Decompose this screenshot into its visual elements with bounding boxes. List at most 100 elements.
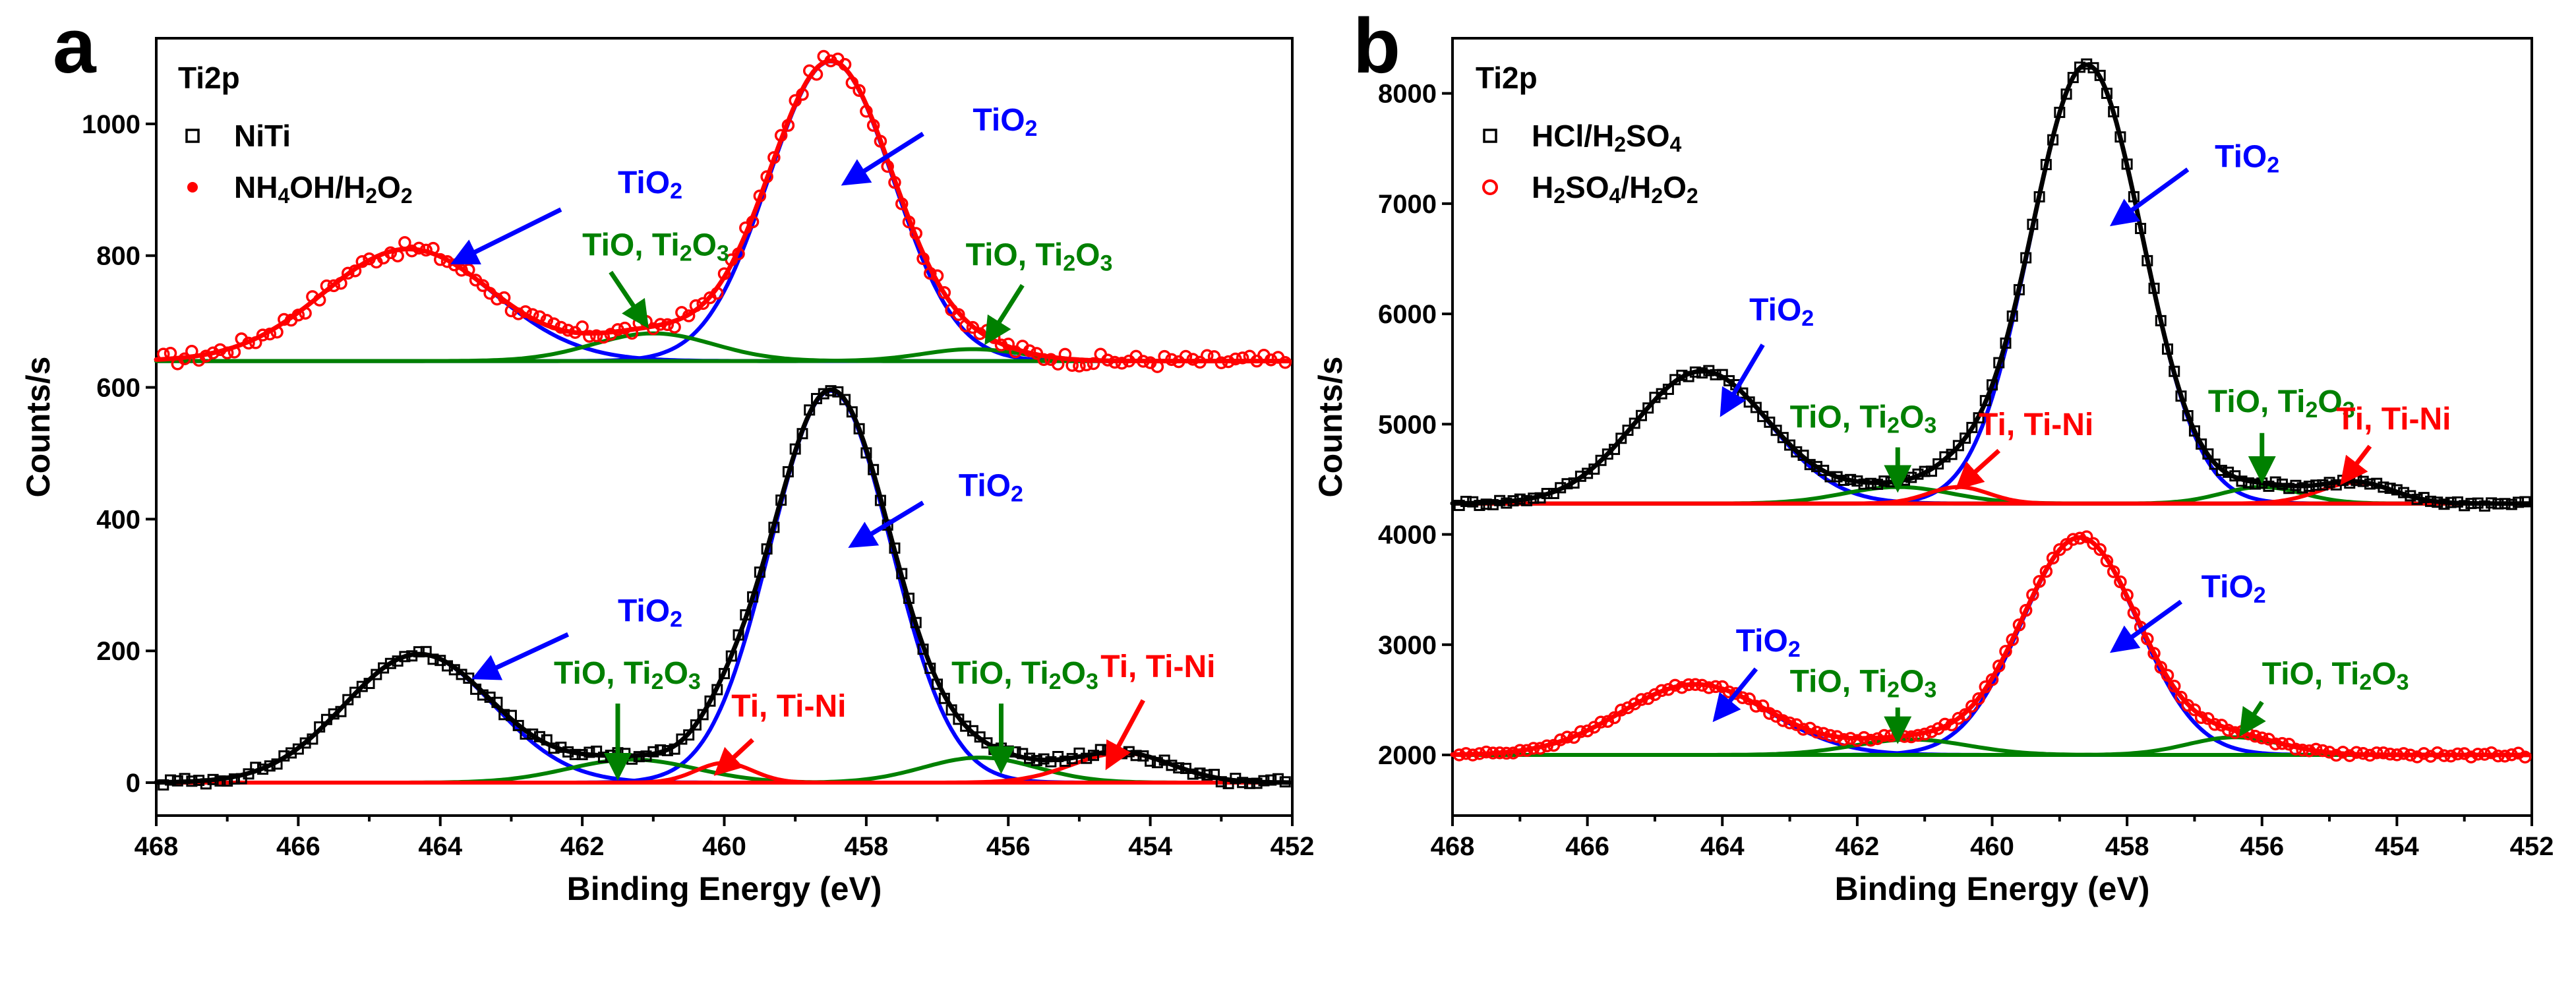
data-point: [682, 309, 696, 322]
data-point: [2121, 158, 2133, 170]
data-point: [1797, 450, 1809, 462]
data-point: [2424, 750, 2438, 763]
data-point: [775, 494, 787, 506]
data-point: [299, 307, 312, 320]
data-point: [2378, 481, 2389, 493]
x-tick-label: 456: [986, 832, 1031, 861]
legend-title: Ti2p: [1476, 61, 1538, 95]
legend-title: Ti2p: [178, 61, 240, 95]
x-tick-label: 452: [1271, 832, 1315, 861]
data-point: [476, 279, 490, 292]
data-point: [512, 307, 525, 320]
data-point: [1635, 409, 1647, 421]
annotation-label: TiO, Ti2O3: [2262, 657, 2409, 695]
data-point: [398, 236, 411, 249]
data-point: [2471, 748, 2484, 761]
annotation-arrow: [1105, 699, 1145, 771]
data-point: [527, 728, 539, 740]
data-point: [1500, 746, 1513, 760]
x-tick-label: 454: [1128, 832, 1172, 861]
data-point: [1209, 769, 1220, 781]
y-axis-label: Counts/s: [1312, 357, 1349, 498]
data-point: [2404, 748, 2417, 762]
data-point: [1180, 762, 1191, 774]
data-point: [1513, 744, 1527, 757]
data-point: [1918, 727, 1931, 741]
data-point: [1145, 755, 1156, 767]
data-point: [1845, 473, 1857, 485]
data-point: [938, 286, 951, 299]
data-point: [1857, 731, 1871, 744]
data-point: [2135, 223, 2147, 235]
data-point: [732, 247, 745, 260]
data-point: [1668, 678, 1682, 692]
data-point: [2155, 314, 2167, 326]
y-tick-label: 6000: [1378, 300, 1437, 329]
data-point: [1946, 448, 1958, 460]
legend: Ti2p NiTi NH4OH/H2O2: [178, 61, 413, 208]
peak-annotation: TiO, Ti2O3: [1790, 665, 1936, 744]
data-point: [2127, 606, 2141, 620]
data-point: [932, 678, 944, 690]
data-point: [525, 308, 539, 321]
data-point: [214, 775, 226, 787]
annotation-label: TiO, Ti2O3: [966, 238, 1113, 276]
data-point: [569, 748, 581, 760]
data-point: [1702, 681, 1716, 694]
y-tick-label: 4000: [1378, 521, 1437, 550]
annotation-arrow: [450, 207, 562, 265]
data-point: [342, 266, 355, 280]
legend: Ti2p HCl/H2SO4 H2SO4/H2O2: [1476, 61, 1698, 208]
data-point: [789, 443, 801, 455]
data-point: [2478, 748, 2492, 761]
data-point: [1561, 478, 1573, 490]
data-point: [2073, 531, 2087, 545]
data-point: [668, 320, 681, 334]
data-point: [2269, 737, 2282, 751]
peak-annotation: TiO, Ti2O3: [554, 656, 701, 781]
annotation-label: TiO, Ti2O3: [1790, 400, 1937, 438]
data-point: [839, 394, 851, 405]
data-point: [924, 663, 936, 674]
x-tick-label: 452: [2510, 832, 2554, 861]
data-point: [561, 324, 575, 337]
y-tick-label: 600: [96, 374, 140, 403]
data-point: [2377, 746, 2390, 760]
data-point: [2093, 543, 2107, 556]
legend-marker: [185, 129, 200, 143]
peak-annotation: TiO2: [841, 103, 1037, 186]
data-point: [1173, 762, 1185, 774]
data-point: [1987, 379, 1998, 391]
peak-annotation: TiO2: [848, 468, 1023, 548]
data-point: [768, 522, 780, 533]
data-point: [2519, 750, 2532, 763]
data-point: [1507, 495, 1519, 507]
data-point: [2019, 603, 2033, 617]
data-point: [981, 737, 993, 749]
data-point: [1764, 416, 1776, 428]
data-point: [1081, 752, 1093, 764]
data-point: [1777, 432, 1789, 444]
data-point: [1207, 350, 1221, 363]
data-point: [930, 269, 944, 283]
data-point: [491, 696, 503, 708]
data-point: [2027, 218, 2039, 230]
data-point: [2398, 487, 2410, 498]
data-point: [1757, 411, 1769, 423]
data-point: [334, 276, 347, 290]
data-point: [2060, 88, 2072, 100]
data-point: [760, 170, 773, 183]
data-point: [697, 709, 709, 721]
data-point: [1695, 678, 1709, 692]
data-point: [953, 713, 965, 725]
data-point: [1999, 645, 2012, 658]
data-point: [2310, 479, 2322, 491]
data-point: [1609, 444, 1621, 456]
data-point: [1115, 357, 1129, 370]
data-point: [853, 84, 866, 98]
data-point: [356, 680, 368, 692]
data-point: [1194, 767, 1206, 779]
annotation-label: TiO2: [618, 593, 682, 632]
data-point: [2302, 744, 2316, 758]
data-point: [1615, 433, 1627, 444]
